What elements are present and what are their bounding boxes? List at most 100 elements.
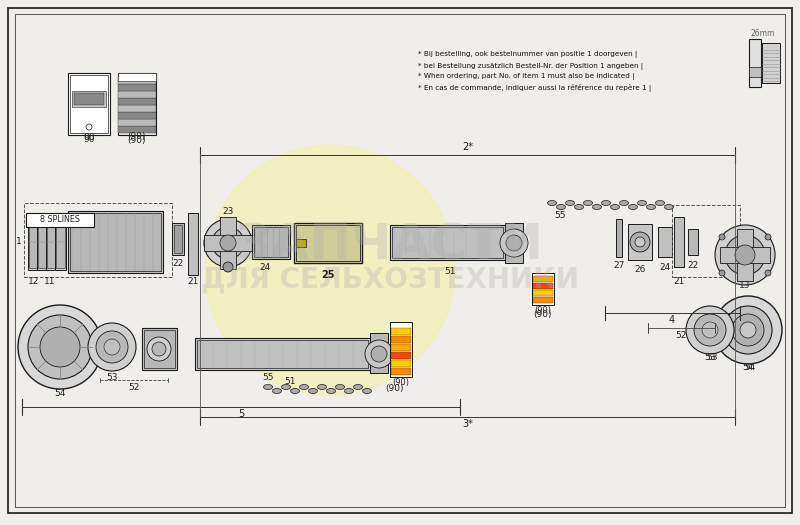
Text: (90): (90) bbox=[534, 310, 552, 320]
Bar bbox=[672, 205, 740, 277]
Bar bbox=[391, 344, 411, 351]
Circle shape bbox=[500, 229, 528, 257]
Ellipse shape bbox=[263, 384, 273, 390]
Circle shape bbox=[152, 342, 166, 356]
Circle shape bbox=[732, 314, 764, 346]
Ellipse shape bbox=[602, 201, 610, 205]
Circle shape bbox=[735, 245, 755, 265]
Text: 2*: 2* bbox=[462, 142, 474, 152]
Ellipse shape bbox=[566, 201, 574, 205]
Bar bbox=[29, 216, 38, 268]
Text: (90): (90) bbox=[128, 135, 146, 144]
Circle shape bbox=[694, 314, 726, 346]
Ellipse shape bbox=[299, 384, 309, 390]
Ellipse shape bbox=[345, 388, 354, 394]
Text: 90: 90 bbox=[83, 135, 94, 144]
Text: 55: 55 bbox=[554, 211, 566, 219]
Circle shape bbox=[220, 235, 236, 251]
Bar bbox=[391, 336, 411, 343]
Bar bbox=[628, 224, 652, 260]
Bar bbox=[749, 39, 761, 87]
Ellipse shape bbox=[629, 205, 638, 209]
Text: 21: 21 bbox=[674, 278, 685, 287]
Bar bbox=[68, 211, 163, 273]
Bar bbox=[254, 227, 288, 257]
Text: 51: 51 bbox=[444, 267, 456, 276]
Ellipse shape bbox=[362, 388, 371, 394]
Bar bbox=[688, 229, 698, 255]
Bar bbox=[533, 276, 553, 282]
Text: (90): (90) bbox=[386, 383, 404, 393]
Bar bbox=[195, 338, 370, 370]
Circle shape bbox=[28, 315, 92, 379]
Bar bbox=[118, 112, 156, 119]
Text: 27: 27 bbox=[614, 260, 625, 269]
Circle shape bbox=[702, 322, 718, 338]
Circle shape bbox=[765, 270, 771, 276]
Text: 52: 52 bbox=[128, 383, 140, 392]
Text: (90): (90) bbox=[393, 379, 410, 387]
Bar bbox=[144, 330, 175, 368]
Text: 11: 11 bbox=[44, 278, 56, 287]
Text: * When ordering, part No. of item 1 must also be indicated |: * When ordering, part No. of item 1 must… bbox=[418, 74, 634, 80]
Bar bbox=[47, 216, 56, 268]
Text: 3*: 3* bbox=[462, 419, 474, 429]
Text: 26: 26 bbox=[634, 266, 646, 275]
Ellipse shape bbox=[547, 201, 557, 205]
Bar bbox=[220, 217, 236, 269]
Bar bbox=[118, 98, 156, 105]
Ellipse shape bbox=[290, 388, 299, 394]
Circle shape bbox=[96, 331, 128, 363]
Bar bbox=[118, 84, 156, 91]
Bar bbox=[737, 229, 753, 281]
Bar bbox=[391, 360, 411, 367]
Ellipse shape bbox=[318, 384, 326, 390]
Ellipse shape bbox=[574, 205, 583, 209]
Circle shape bbox=[204, 219, 252, 267]
Bar bbox=[118, 119, 156, 126]
Text: 8 SPLINES: 8 SPLINES bbox=[40, 215, 80, 225]
Text: 51: 51 bbox=[284, 376, 296, 385]
Text: 26mm: 26mm bbox=[751, 28, 775, 37]
Circle shape bbox=[212, 227, 244, 259]
Circle shape bbox=[724, 306, 772, 354]
Circle shape bbox=[635, 237, 645, 247]
Bar bbox=[172, 223, 184, 255]
Circle shape bbox=[765, 234, 771, 240]
Circle shape bbox=[714, 296, 782, 364]
Circle shape bbox=[88, 323, 136, 371]
Text: 55: 55 bbox=[262, 373, 274, 383]
Text: 90: 90 bbox=[83, 132, 94, 142]
Bar bbox=[296, 225, 360, 261]
Bar bbox=[390, 322, 412, 377]
Text: 24: 24 bbox=[659, 262, 670, 271]
Text: 12: 12 bbox=[28, 278, 40, 287]
Bar bbox=[204, 235, 252, 251]
Bar bbox=[391, 368, 411, 375]
Ellipse shape bbox=[354, 384, 362, 390]
Text: 54: 54 bbox=[744, 363, 756, 373]
Bar bbox=[392, 227, 503, 258]
Bar bbox=[391, 328, 411, 335]
Bar bbox=[252, 225, 290, 259]
Ellipse shape bbox=[273, 388, 282, 394]
Ellipse shape bbox=[335, 384, 345, 390]
Bar bbox=[505, 223, 523, 263]
Circle shape bbox=[365, 340, 393, 368]
Text: * bei Bestellung zusätzlich Bestell-Nr. der Position 1 angeben |: * bei Bestellung zusätzlich Bestell-Nr. … bbox=[418, 62, 643, 69]
Text: * Bij bestelling, ook bestelnummer van positie 1 doorgeven |: * Bij bestelling, ook bestelnummer van p… bbox=[418, 51, 638, 58]
Circle shape bbox=[715, 225, 775, 285]
Bar bbox=[390, 225, 505, 260]
Bar bbox=[616, 219, 622, 257]
Bar bbox=[533, 290, 553, 296]
Circle shape bbox=[506, 235, 522, 251]
Text: 5: 5 bbox=[238, 409, 244, 419]
Bar bbox=[24, 203, 172, 277]
Bar bbox=[118, 91, 156, 98]
Bar bbox=[118, 77, 156, 84]
Circle shape bbox=[740, 322, 756, 338]
Bar bbox=[762, 43, 780, 83]
Bar bbox=[174, 225, 182, 253]
Circle shape bbox=[630, 232, 650, 252]
Circle shape bbox=[18, 305, 102, 389]
